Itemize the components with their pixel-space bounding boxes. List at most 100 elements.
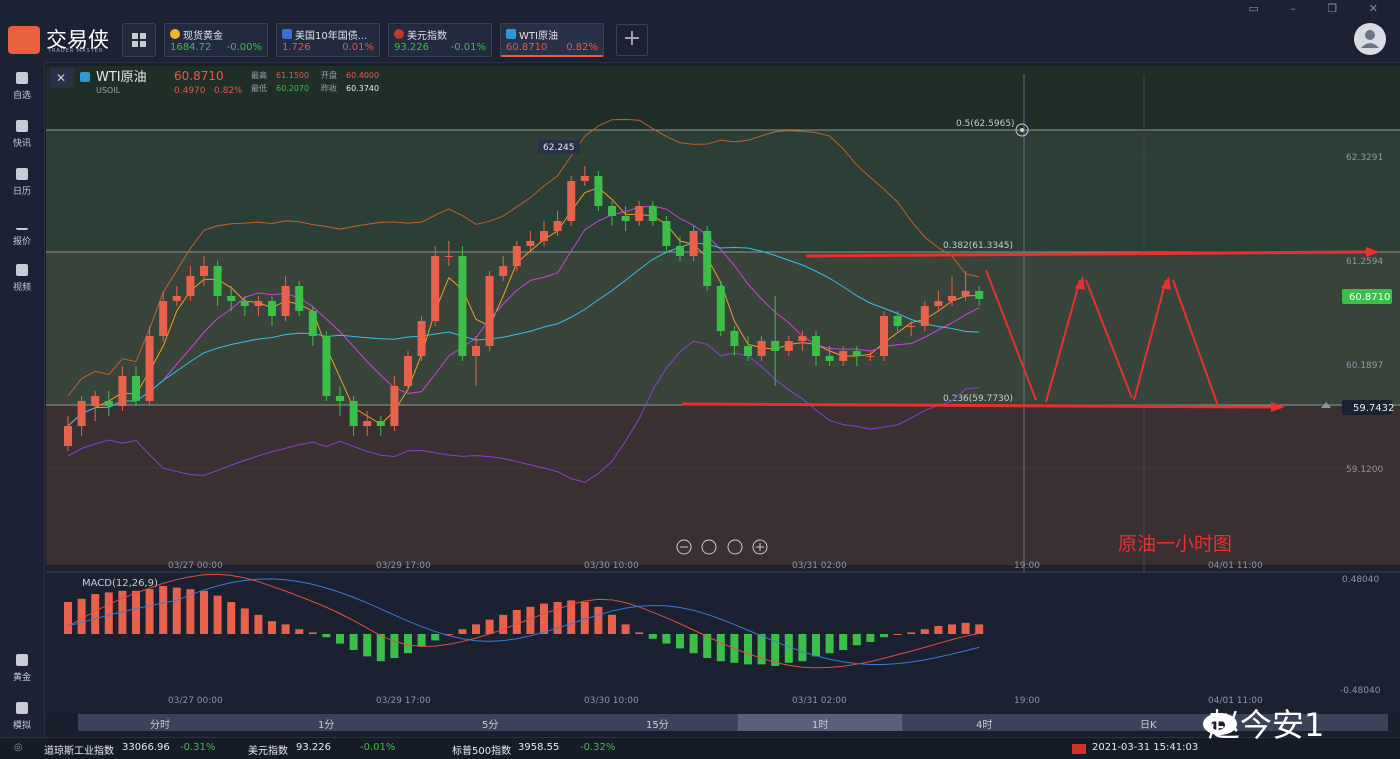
candle[interactable]: [730, 331, 739, 346]
candle[interactable]: [417, 321, 426, 356]
sidebar-item-demo[interactable]: 模拟: [0, 702, 44, 731]
grid-menu-button[interactable]: [122, 23, 156, 57]
candle[interactable]: [268, 301, 276, 316]
close-chart-button[interactable]: [50, 68, 74, 88]
candle[interactable]: [526, 241, 535, 246]
candle[interactable]: [254, 301, 263, 306]
candle[interactable]: [145, 336, 154, 401]
candle[interactable]: [336, 396, 344, 401]
timeframe-1h[interactable]: 1时: [812, 720, 829, 731]
candle[interactable]: [295, 286, 304, 311]
candle[interactable]: [349, 401, 358, 426]
bell-icon[interactable]: [1321, 402, 1331, 408]
moving-average-line: [67, 205, 980, 427]
candle[interactable]: [825, 356, 834, 361]
tab-dollar-index[interactable]: 美元指数 93.226 -0.01%: [388, 23, 492, 57]
candle[interactable]: [512, 246, 521, 266]
candle[interactable]: [852, 351, 861, 356]
candle[interactable]: [744, 346, 752, 356]
candle[interactable]: [635, 206, 644, 221]
sidebar-item-calendar[interactable]: 日历: [0, 168, 44, 197]
candle[interactable]: [431, 256, 440, 321]
candle[interactable]: [716, 286, 725, 331]
candle[interactable]: [920, 306, 929, 326]
headset-icon[interactable]: ◎: [14, 742, 23, 753]
instrument-name[interactable]: WTI原油: [96, 70, 147, 85]
candle[interactable]: [390, 386, 399, 426]
candle[interactable]: [839, 351, 848, 361]
candle[interactable]: [757, 341, 766, 356]
candle[interactable]: [662, 221, 671, 246]
candle[interactable]: [91, 396, 100, 406]
candle[interactable]: [132, 376, 140, 401]
avatar[interactable]: [1354, 23, 1386, 55]
sidebar-item-quotes[interactable]: 报价: [0, 216, 44, 247]
timeframe-15m[interactable]: 15分: [646, 720, 669, 731]
timeframe-1m[interactable]: 1分: [318, 720, 335, 731]
candle[interactable]: [608, 206, 616, 216]
candle[interactable]: [880, 316, 888, 356]
candle[interactable]: [499, 266, 508, 276]
timeframe-4h[interactable]: 4时: [976, 720, 993, 731]
zoom-controls[interactable]: [676, 539, 768, 555]
window-controls[interactable]: ▭ – ❐ ✕: [1248, 2, 1392, 15]
sidebar-item-gold[interactable]: 黄金: [0, 654, 44, 683]
candle[interactable]: [594, 176, 603, 206]
candle[interactable]: [308, 311, 317, 336]
candle[interactable]: [866, 356, 875, 357]
ticker-name[interactable]: 道琼斯工业指数: [44, 746, 114, 757]
candle[interactable]: [458, 256, 467, 356]
ticker-name[interactable]: 美元指数: [248, 746, 288, 757]
candle[interactable]: [281, 286, 290, 316]
candle[interactable]: [172, 296, 181, 301]
timeframe-day[interactable]: 日K: [1140, 720, 1157, 731]
candle[interactable]: [186, 276, 195, 296]
candle[interactable]: [948, 296, 956, 301]
tab-gold[interactable]: 现货黄金 1684.72 -0.00%: [164, 23, 268, 57]
candle[interactable]: [812, 336, 820, 356]
sidebar-item-news[interactable]: 快讯: [0, 120, 44, 149]
candle[interactable]: [77, 401, 86, 426]
add-tab-button[interactable]: +: [616, 24, 648, 56]
candle[interactable]: [703, 231, 712, 286]
candle[interactable]: [200, 266, 208, 276]
ticker-name[interactable]: 标普500指数: [452, 746, 512, 757]
candle[interactable]: [118, 376, 127, 406]
candle[interactable]: [213, 266, 222, 296]
candle[interactable]: [227, 296, 236, 301]
candle[interactable]: [771, 341, 780, 351]
candle[interactable]: [322, 336, 331, 396]
timeframe-tick[interactable]: 分时: [150, 720, 170, 731]
candle[interactable]: [784, 341, 793, 351]
candle[interactable]: [961, 291, 970, 296]
candle[interactable]: [893, 316, 902, 326]
candle[interactable]: [159, 301, 168, 336]
candle[interactable]: [621, 216, 630, 221]
price-chart[interactable]: 62.3291 61.2594 60.1897 59.1200 60.8710 …: [46, 66, 1400, 714]
candle[interactable]: [444, 256, 453, 257]
candle[interactable]: [64, 426, 72, 446]
candle[interactable]: [240, 301, 249, 306]
tab-us10y[interactable]: 美国10年国债... 1.726 0.01%: [276, 23, 380, 57]
candle[interactable]: [540, 231, 548, 241]
candle[interactable]: [676, 246, 684, 256]
candle[interactable]: [689, 231, 698, 256]
candle[interactable]: [580, 176, 589, 181]
candle[interactable]: [934, 301, 943, 306]
candle[interactable]: [975, 291, 984, 299]
candle[interactable]: [907, 326, 916, 327]
candle[interactable]: [104, 401, 113, 406]
candle[interactable]: [363, 421, 372, 426]
candle[interactable]: [376, 421, 385, 426]
candle[interactable]: [648, 206, 657, 221]
candle[interactable]: [485, 276, 494, 346]
candle[interactable]: [472, 346, 480, 356]
candle[interactable]: [553, 221, 562, 231]
candle[interactable]: [567, 181, 576, 221]
tab-wti[interactable]: WTI原油 60.8710 0.82%: [500, 23, 604, 57]
sidebar-item-video[interactable]: 视频: [0, 264, 44, 293]
sidebar-item-watchlist[interactable]: 自选: [0, 72, 44, 101]
candle[interactable]: [798, 336, 807, 341]
timeframe-5m[interactable]: 5分: [482, 720, 499, 731]
candle[interactable]: [404, 356, 412, 386]
